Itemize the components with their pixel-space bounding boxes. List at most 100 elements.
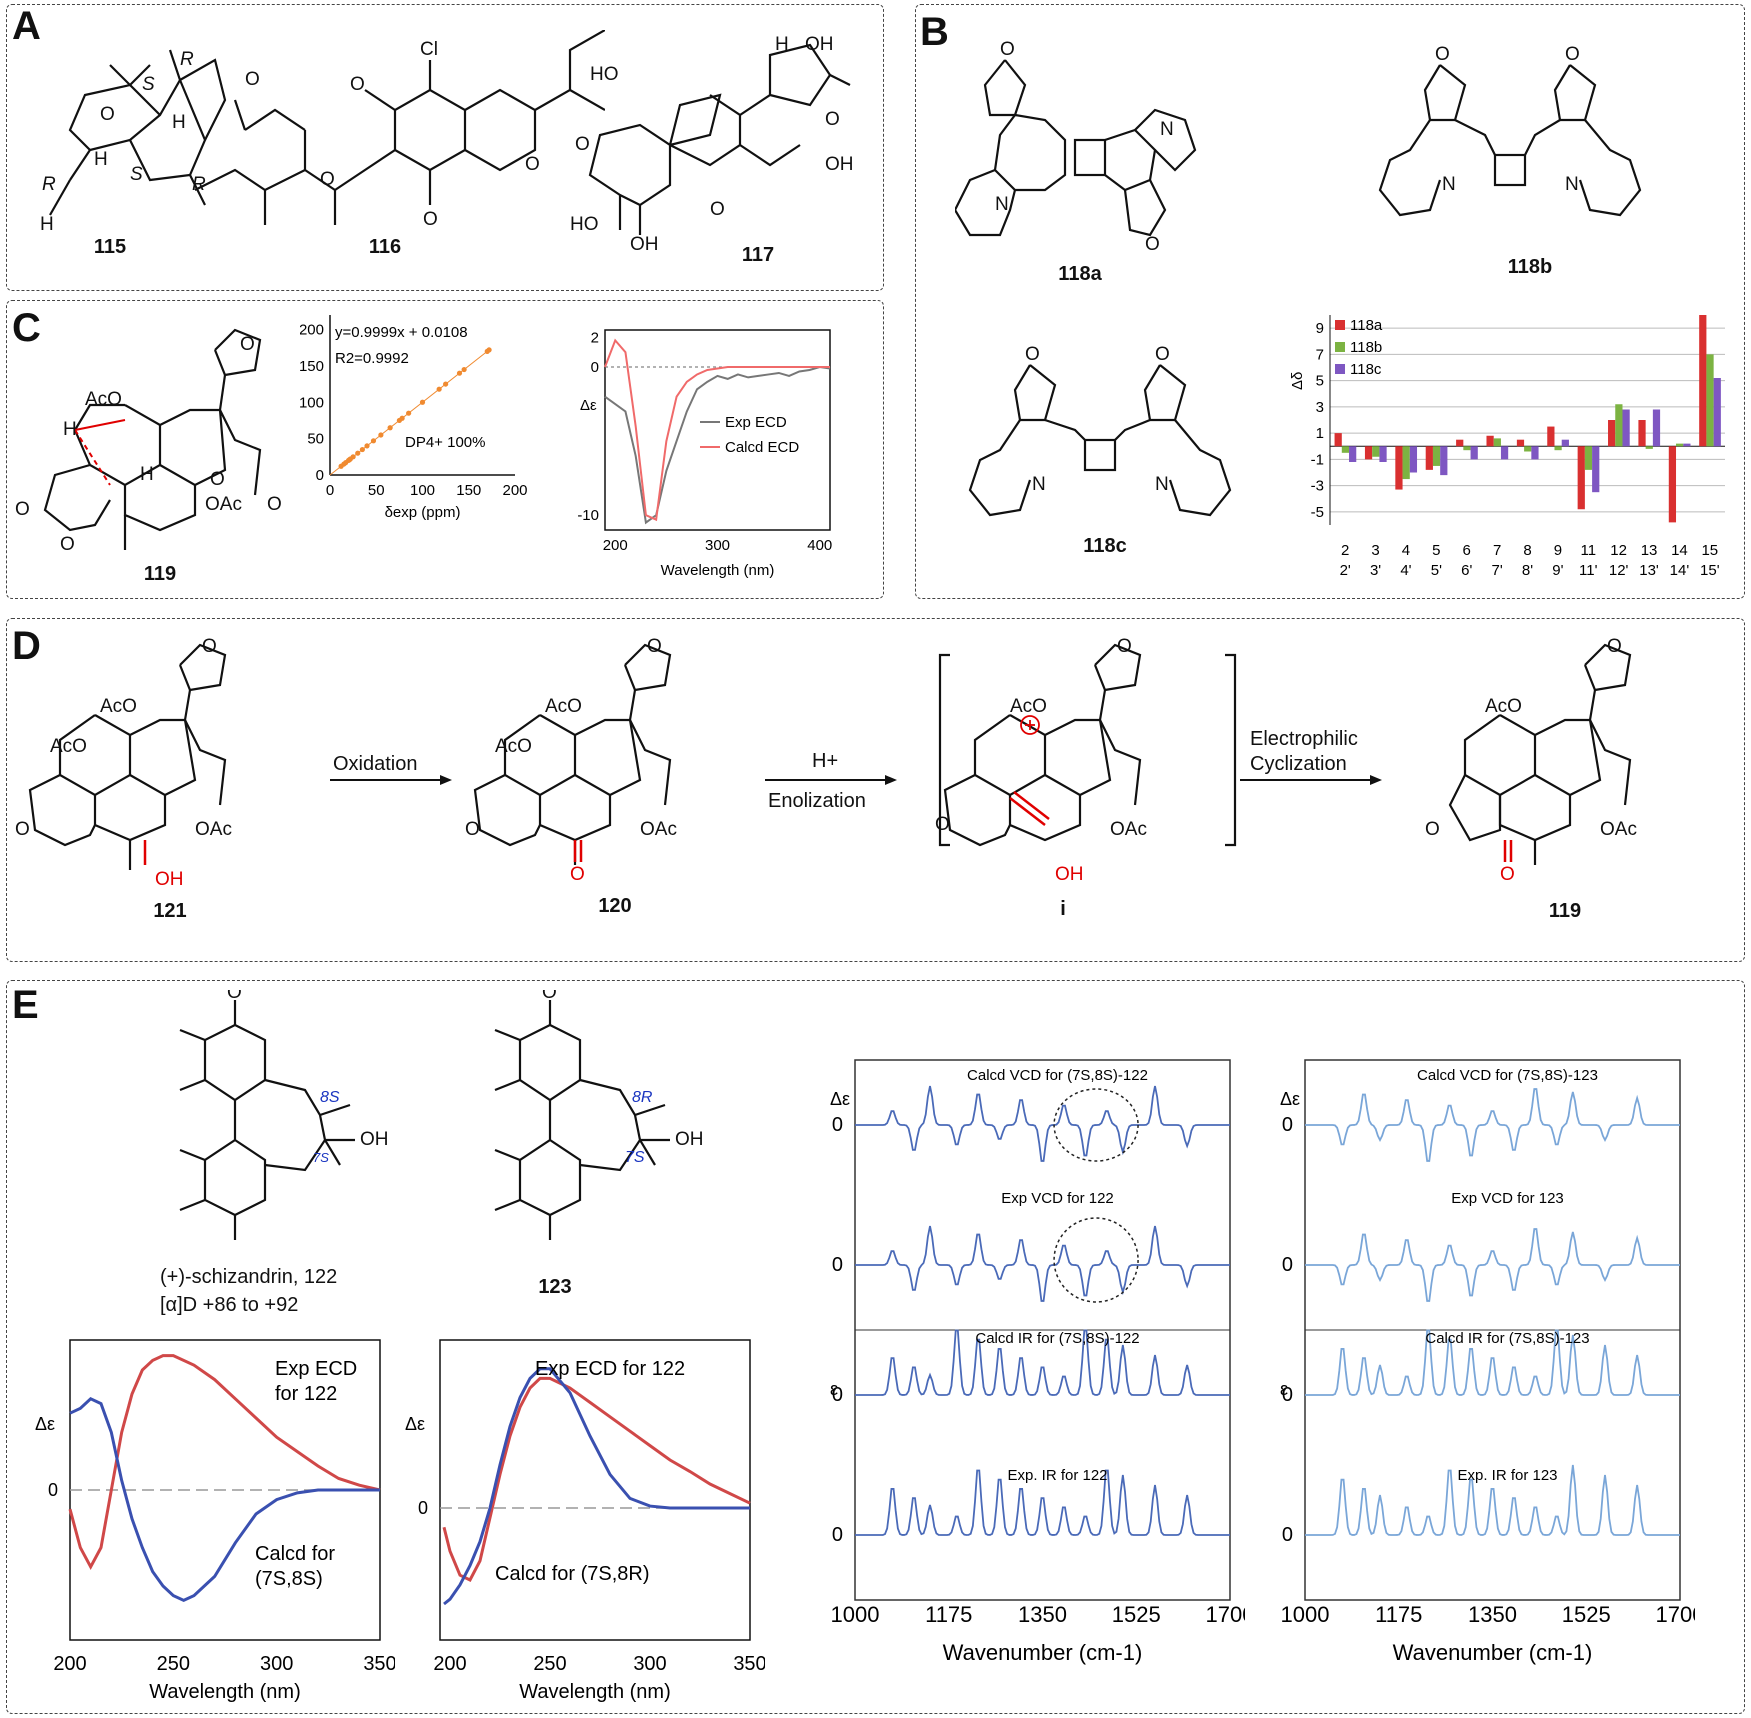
step-acid: H+ xyxy=(812,750,838,772)
atom-h: H xyxy=(140,464,154,485)
x-tick-label: 200 xyxy=(53,1653,86,1675)
y-axis-label: Δε xyxy=(580,397,597,414)
bar xyxy=(1470,446,1478,460)
ecd-chart-122: 0 200 250 300 350 Wavelength (nm) Δε Exp ECD for… xyxy=(35,1339,395,1703)
ecd-curve xyxy=(69,1397,380,1603)
stereo-7s: 7S xyxy=(313,1150,329,1165)
bar xyxy=(1349,446,1357,462)
compound-122-rotation: [α]D +86 to +92 xyxy=(160,1294,299,1316)
structure-118b: O O N N xyxy=(1378,44,1642,217)
atom-n: N xyxy=(995,194,1009,215)
panel-a xyxy=(6,4,884,291)
panel-label-b: B xyxy=(920,10,949,54)
legend-swatch xyxy=(1335,320,1345,330)
ecd-curve xyxy=(68,1354,381,1570)
x-axis-label: Wavenumber (cm-1) xyxy=(943,1640,1143,1665)
atom-aco: AcO xyxy=(1010,696,1047,717)
structure-116: O O O Cl O O xyxy=(194,30,605,230)
atom-o: O xyxy=(60,534,75,555)
y-axis-label: ε xyxy=(830,1379,838,1399)
atom-o: O xyxy=(227,990,242,1003)
zero-label: 0 xyxy=(832,1524,843,1546)
x-tick-label: 200 xyxy=(502,482,527,499)
x-tick-label: 6 xyxy=(1463,542,1471,559)
regression-r2: R2=0.9992 xyxy=(335,350,409,367)
legend-swatch xyxy=(1335,342,1345,352)
data-point xyxy=(387,425,393,431)
compound-119: 119 xyxy=(143,563,177,585)
atom-o: O xyxy=(1425,819,1440,840)
atom-o: O xyxy=(15,819,30,840)
atom-oac: OAc xyxy=(205,494,242,515)
panel-b xyxy=(915,4,1745,599)
atom-o: O xyxy=(1117,636,1132,657)
y-tick-label: 50 xyxy=(307,431,324,448)
x-axis-label: Wavelength (nm) xyxy=(519,1681,671,1703)
highlight-circle xyxy=(1053,1217,1139,1303)
atom-o: O xyxy=(1155,344,1170,365)
bar xyxy=(1645,446,1653,449)
y-axis-label: Δε xyxy=(35,1414,55,1434)
atom-h: H xyxy=(775,34,789,55)
curve-label: Calcd for (7S,8R) xyxy=(495,1563,650,1585)
bar xyxy=(1622,409,1630,447)
step-enolization: Enolization xyxy=(768,790,866,812)
step-electrophilic: Electrophilic xyxy=(1250,728,1358,750)
x-tick-label: 3' xyxy=(1370,562,1381,579)
x-tick-label: 15' xyxy=(1700,562,1720,579)
x-tick-label: 1175 xyxy=(925,1602,972,1627)
x-tick-label: 4' xyxy=(1400,562,1411,579)
curve-label: Exp ECD for 122 xyxy=(535,1358,685,1380)
compound-118a: 118a xyxy=(1058,263,1102,285)
y-axis-label: Δε xyxy=(1280,1089,1300,1109)
atom-aco: AcO xyxy=(100,696,137,717)
x-tick-label: 2 xyxy=(1341,542,1349,559)
zero-label: 0 xyxy=(832,1254,843,1276)
atom-o: O xyxy=(647,636,662,657)
atom-h: H xyxy=(63,419,77,440)
panel-d xyxy=(6,618,1745,962)
bar xyxy=(1524,446,1532,452)
bar xyxy=(1608,420,1616,447)
atom-n: N xyxy=(1032,474,1046,495)
data-point xyxy=(350,454,356,460)
atom-aco: AcO xyxy=(1485,696,1522,717)
atom-n: N xyxy=(1160,119,1174,140)
atom-n: N xyxy=(1155,474,1169,495)
x-tick-label: 1000 xyxy=(1281,1602,1330,1627)
spectrum-line xyxy=(1305,1228,1680,1302)
x-tick-label: 14 xyxy=(1671,542,1688,559)
data-point xyxy=(378,432,384,438)
atom-o: O xyxy=(542,990,557,1003)
atom-oh: OH xyxy=(630,234,659,255)
spectrum-line xyxy=(855,1329,1230,1396)
x-tick-label: 3 xyxy=(1371,542,1379,559)
compound-119-product: 119 xyxy=(1548,900,1582,922)
bar xyxy=(1554,446,1562,451)
bar xyxy=(1706,354,1714,447)
compound-118c: 118c xyxy=(1083,535,1127,557)
x-tick-label: 7' xyxy=(1492,562,1503,579)
stereo-label: R xyxy=(42,174,56,195)
atom-o: O xyxy=(245,69,260,90)
spectrum-label: Calcd IR for (7S,8S)-122 xyxy=(975,1330,1139,1347)
vcd-ir-chart-123: 0 Calcd VCD for (7S,8S)-123 0 Exp VCD for 1… xyxy=(1280,1059,1695,1665)
y-tick-label: 100 xyxy=(300,394,324,411)
structure-115: O H H H S R S R R xyxy=(40,49,227,235)
data-point xyxy=(406,410,412,416)
stereo-8r: 8R xyxy=(632,1089,653,1106)
atom-n: N xyxy=(1442,174,1456,195)
y-tick-label: -5 xyxy=(1311,504,1324,521)
x-tick-label: 11 xyxy=(1580,542,1596,559)
data-point xyxy=(370,438,377,444)
ecd-chart-123: 0 200 250 300 350 Wavelength (nm) Δε Exp ECD fo… xyxy=(405,1339,765,1703)
stereo-7s: 7S xyxy=(625,1149,645,1166)
step-oxidation: Oxidation xyxy=(333,753,418,775)
atom-oh: OH xyxy=(360,1129,389,1150)
atom-o: O xyxy=(1435,44,1450,65)
bar xyxy=(1500,446,1509,460)
atom-o: O xyxy=(1607,636,1622,657)
bar xyxy=(1493,438,1501,447)
x-tick-label: 1175 xyxy=(1375,1602,1422,1627)
data-point xyxy=(461,366,467,373)
